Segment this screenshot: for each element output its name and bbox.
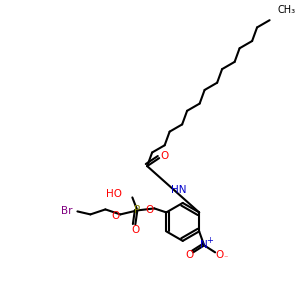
Text: O: O xyxy=(160,151,168,161)
Text: P: P xyxy=(134,206,140,215)
Text: O: O xyxy=(215,250,223,260)
Text: HO: HO xyxy=(106,189,122,200)
Text: Br: Br xyxy=(61,206,72,216)
Text: O: O xyxy=(185,250,193,260)
Text: N: N xyxy=(200,240,208,250)
Text: ⁻: ⁻ xyxy=(223,253,227,262)
Text: O: O xyxy=(111,212,119,221)
Text: +: + xyxy=(206,236,213,245)
Text: O: O xyxy=(131,225,140,236)
Text: O: O xyxy=(145,206,154,215)
Text: CH₃: CH₃ xyxy=(278,5,296,15)
Text: HN: HN xyxy=(171,185,186,195)
